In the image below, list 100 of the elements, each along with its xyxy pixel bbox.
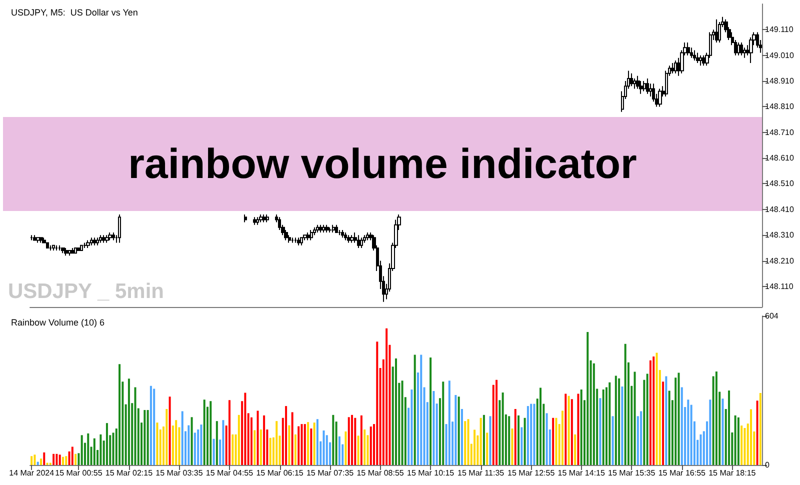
bar — [734, 415, 736, 465]
bar — [52, 454, 55, 465]
x-tick-label: 15 Mar 08:55 — [356, 468, 404, 478]
bar — [737, 417, 740, 465]
candlestick — [52, 244, 55, 252]
bar — [256, 410, 259, 465]
candlestick — [643, 80, 646, 92]
x-tick-label: 14 Mar 2024 — [9, 468, 55, 478]
bar — [414, 354, 416, 465]
bar — [502, 392, 504, 465]
bar — [508, 416, 510, 465]
candlestick — [284, 229, 288, 241]
candlestick — [262, 214, 266, 223]
y-tick-label: 148.610 — [765, 154, 794, 163]
candlestick — [77, 247, 80, 252]
bar — [269, 438, 272, 465]
bar — [618, 378, 620, 465]
y-tick-label: 604 — [765, 312, 779, 320]
bar — [624, 344, 626, 465]
bar — [580, 390, 582, 465]
bar — [71, 446, 74, 465]
bar — [562, 410, 564, 465]
bar — [298, 426, 300, 465]
y-tick-label: 148.710 — [765, 128, 794, 137]
candlestick — [338, 229, 341, 236]
candlestick — [357, 234, 360, 248]
bar — [40, 458, 42, 465]
candlestick — [347, 234, 351, 244]
bar — [540, 388, 542, 465]
bar — [332, 414, 334, 465]
bar — [715, 372, 718, 465]
bar — [146, 410, 149, 465]
candlestick — [740, 42, 743, 56]
candlestick — [33, 234, 36, 241]
bar — [646, 374, 648, 465]
bar — [364, 429, 366, 465]
bar — [614, 376, 617, 465]
bar — [586, 332, 589, 465]
candlestick — [61, 247, 65, 254]
bar — [344, 431, 347, 465]
bar — [232, 434, 234, 465]
candlestick — [693, 50, 696, 61]
bar — [128, 378, 130, 465]
banner: rainbow volume indicator — [3, 117, 762, 211]
candlestick — [328, 226, 332, 234]
candlestick — [118, 214, 121, 244]
bar — [467, 419, 470, 465]
bar — [524, 418, 526, 465]
candlestick — [86, 240, 90, 248]
y-tick-label: 148.310 — [765, 230, 794, 240]
y-tick-label: 148.510 — [765, 179, 794, 188]
bar — [474, 430, 476, 465]
bar — [665, 376, 668, 465]
candlestick — [633, 78, 636, 90]
bar — [401, 380, 404, 465]
bar — [592, 363, 595, 465]
bar — [574, 434, 576, 465]
bar — [56, 454, 58, 465]
candlestick — [266, 214, 269, 223]
x-tick-label: 15 Mar 14:15 — [558, 468, 606, 478]
bar — [250, 417, 252, 465]
candlestick — [58, 244, 61, 252]
bar — [520, 427, 523, 465]
x-tick-label: 15 Mar 04:55 — [206, 468, 254, 478]
candlestick — [350, 234, 354, 244]
x-tick-label: 15 Mar 10:15 — [406, 468, 455, 478]
x-tick-label: 15 Mar 16:55 — [658, 468, 706, 478]
y-tick-label: 148.910 — [765, 76, 794, 86]
bar — [263, 415, 266, 465]
candlestick — [671, 62, 674, 74]
bar — [430, 357, 432, 465]
bar — [62, 456, 64, 465]
bar — [577, 394, 580, 465]
bar — [30, 456, 33, 465]
candlestick — [108, 232, 112, 241]
candlestick — [80, 244, 83, 252]
bar — [276, 421, 278, 465]
bar — [496, 380, 498, 465]
bar — [489, 416, 492, 465]
x-tick-label: 15 Mar 00:55 — [55, 468, 103, 478]
bar — [322, 430, 325, 465]
bar — [744, 428, 746, 465]
bar — [482, 414, 485, 465]
bar — [722, 398, 724, 465]
bar — [700, 434, 702, 465]
bar — [486, 432, 488, 465]
y-tick-label: 148.410 — [765, 204, 794, 214]
bar — [294, 434, 296, 465]
bar — [432, 390, 435, 465]
bar — [106, 423, 108, 465]
bar — [546, 413, 548, 465]
bar — [210, 401, 212, 465]
bar — [608, 382, 611, 465]
bar — [360, 415, 362, 465]
candlestick — [674, 60, 677, 74]
candlestick — [687, 42, 690, 56]
bar — [564, 394, 567, 465]
candlestick — [718, 21, 721, 44]
bar — [612, 416, 614, 465]
candlestick — [322, 224, 325, 234]
